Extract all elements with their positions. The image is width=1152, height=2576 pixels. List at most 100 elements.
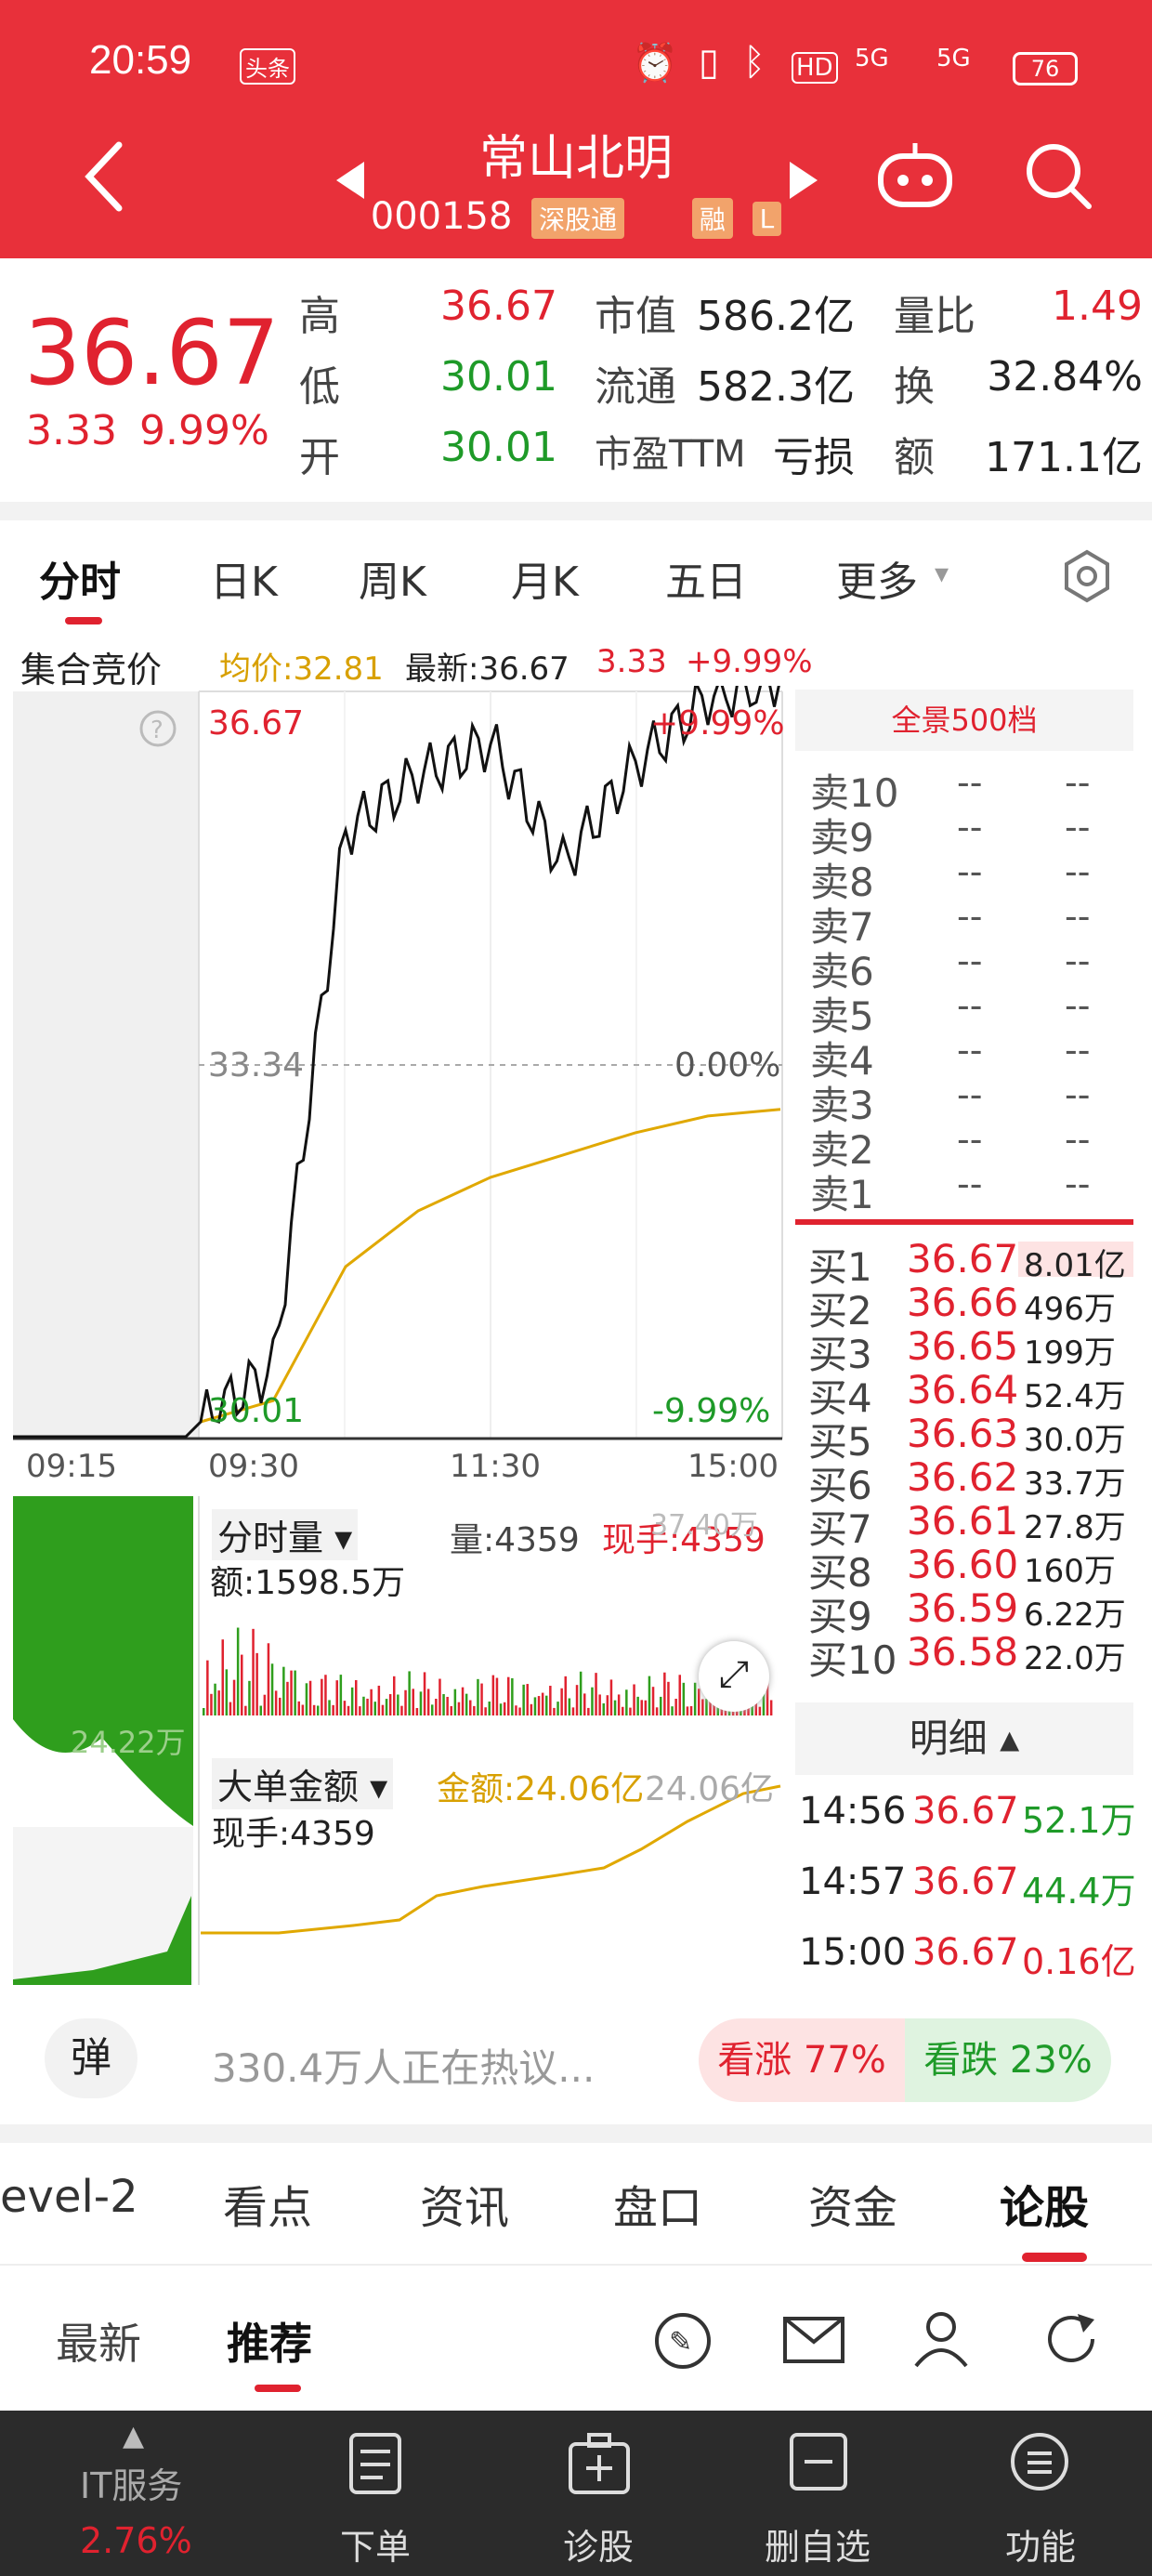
section-indicator bbox=[1022, 2253, 1087, 2262]
bid-ask-divider bbox=[795, 1219, 1133, 1225]
volume-bar bbox=[564, 1676, 567, 1715]
volume-bar bbox=[625, 1689, 628, 1715]
search-icon[interactable] bbox=[1022, 139, 1096, 214]
user-icon[interactable] bbox=[910, 2308, 972, 2370]
volume-bar bbox=[450, 1705, 452, 1715]
volume-bar bbox=[332, 1704, 334, 1715]
volume-bar bbox=[709, 1693, 712, 1715]
menu-icon[interactable] bbox=[1009, 2431, 1070, 2492]
volume-bar bbox=[206, 1660, 209, 1715]
volume-bar bbox=[469, 1700, 472, 1715]
nav-remove-watchlist[interactable]: 删自选 bbox=[764, 2527, 871, 2568]
latest-price: 最新:36.67 bbox=[405, 651, 569, 688]
order-icon[interactable] bbox=[346, 2431, 405, 2496]
nav-function[interactable]: 功能 bbox=[1004, 2527, 1076, 2568]
diagnose-icon[interactable] bbox=[567, 2431, 632, 2496]
trade-time: 14:56 bbox=[799, 1790, 907, 1833]
help-icon[interactable] bbox=[139, 710, 177, 747]
volume-bar bbox=[701, 1699, 704, 1715]
volume-bar bbox=[648, 1676, 651, 1715]
divider bbox=[0, 2124, 1152, 2143]
buy-volume: 22.0万 bbox=[1024, 1640, 1126, 1677]
quote-value: 582.3亿 bbox=[697, 363, 855, 411]
nav-diagnose[interactable]: 诊股 bbox=[562, 2527, 634, 2568]
volume-bar bbox=[457, 1702, 461, 1715]
section-tab[interactable]: 资金 bbox=[808, 2182, 898, 2234]
more-dropdown-icon[interactable]: ▾ bbox=[935, 558, 949, 590]
volume-bar bbox=[286, 1681, 289, 1715]
level-tag: L bbox=[752, 201, 782, 236]
alarm-icon: ⏰ bbox=[632, 42, 678, 85]
volume-bar bbox=[515, 1705, 517, 1715]
chart-tab[interactable]: 日K bbox=[210, 559, 278, 606]
quote-label: 量比 bbox=[894, 293, 975, 340]
sell-level-label: 卖10 bbox=[810, 770, 899, 816]
quote-value: 30.01 bbox=[440, 353, 557, 401]
sell-price: -- bbox=[957, 1163, 983, 1204]
trade-time: 14:57 bbox=[799, 1860, 907, 1903]
intraday-chart[interactable]: ? bbox=[0, 686, 790, 1457]
volume-bar bbox=[373, 1702, 376, 1715]
volume-chart[interactable] bbox=[0, 1496, 790, 1989]
buy-level-label: 买10 bbox=[808, 1637, 897, 1683]
volume-bar bbox=[743, 1705, 746, 1715]
orderbook-500-button[interactable]: 全景500档 bbox=[795, 690, 1133, 751]
remove-watchlist-icon[interactable] bbox=[788, 2431, 849, 2492]
volume-bar bbox=[602, 1702, 605, 1715]
bigorder-label: 大单金额 bbox=[217, 1767, 360, 1807]
buy-price: 36.60 bbox=[907, 1542, 1019, 1587]
volume-bar bbox=[370, 1689, 373, 1715]
ticker-name[interactable]: IT服务 bbox=[80, 2465, 183, 2506]
volume-bar bbox=[343, 1701, 347, 1715]
subtab-recommend[interactable]: 推荐 bbox=[227, 2319, 312, 2369]
section-tab[interactable]: evel-2 bbox=[0, 2171, 138, 2223]
settings-icon[interactable] bbox=[1059, 548, 1115, 604]
back-icon[interactable] bbox=[82, 139, 128, 214]
volume-bar bbox=[339, 1675, 343, 1715]
quote-label: 流通 bbox=[595, 363, 676, 411]
discuss-text[interactable]: 330.4万人正在热议... bbox=[212, 2045, 596, 2091]
sell-price: -- bbox=[957, 807, 983, 848]
expand-icon[interactable]: ⤢ bbox=[699, 1641, 769, 1712]
robot-icon[interactable] bbox=[873, 138, 957, 212]
bigorder-selector[interactable]: 大单金额 ▾ bbox=[212, 1758, 394, 1809]
time-label-0915: 09:15 bbox=[26, 1448, 117, 1485]
post-icon[interactable]: ✎ bbox=[650, 2310, 715, 2372]
chart-tab[interactable]: 五日 bbox=[665, 559, 747, 606]
bullish-button[interactable]: 看涨 77% bbox=[699, 2018, 905, 2102]
volume-selector[interactable]: 分时量 ▾ bbox=[212, 1509, 359, 1560]
nav-order[interactable]: 下单 bbox=[339, 2527, 411, 2568]
mail-icon[interactable] bbox=[782, 2316, 845, 2366]
chart-tab[interactable]: 月K bbox=[511, 559, 579, 606]
refresh-icon[interactable] bbox=[1041, 2308, 1102, 2370]
section-tab[interactable]: 看点 bbox=[223, 2182, 313, 2234]
chart-tab[interactable]: 分时 bbox=[39, 559, 121, 606]
time-label-0930: 09:30 bbox=[208, 1448, 299, 1485]
auction-label[interactable]: 集合竞价 bbox=[20, 650, 163, 690]
volume-bar bbox=[294, 1670, 296, 1715]
volume-bar bbox=[335, 1680, 338, 1715]
volume-label: 分时量 bbox=[217, 1518, 324, 1558]
buy-level-label: 买8 bbox=[808, 1550, 872, 1596]
bearish-button[interactable]: 看跌 23% bbox=[905, 2018, 1111, 2102]
section-tab[interactable]: 论股 bbox=[1000, 2182, 1090, 2234]
prev-stock-icon[interactable] bbox=[334, 160, 368, 201]
time-label-1130: 11:30 bbox=[450, 1448, 541, 1485]
volume-bar bbox=[671, 1706, 674, 1715]
volume-bar bbox=[388, 1694, 392, 1715]
subtab-latest[interactable]: 最新 bbox=[56, 2319, 141, 2369]
section-tab[interactable]: 盘口 bbox=[613, 2182, 703, 2234]
detail-button[interactable]: 明细 ▴ bbox=[795, 1702, 1133, 1775]
quote-value: 171.1亿 bbox=[985, 434, 1143, 481]
danmaku-button[interactable]: 弹 bbox=[45, 2018, 137, 2098]
chart-tab[interactable]: 周K bbox=[359, 559, 426, 606]
next-stock-icon[interactable] bbox=[786, 160, 819, 201]
volume-bar bbox=[301, 1704, 305, 1715]
volume-bar bbox=[426, 1689, 430, 1715]
volume-bar bbox=[598, 1694, 601, 1715]
sell-price: -- bbox=[957, 762, 983, 803]
section-tab[interactable]: 资讯 bbox=[420, 2182, 510, 2234]
volume-bar bbox=[595, 1673, 597, 1715]
chart-tab[interactable]: 更多 bbox=[836, 559, 918, 606]
buy-volume: 52.4万 bbox=[1024, 1378, 1126, 1415]
